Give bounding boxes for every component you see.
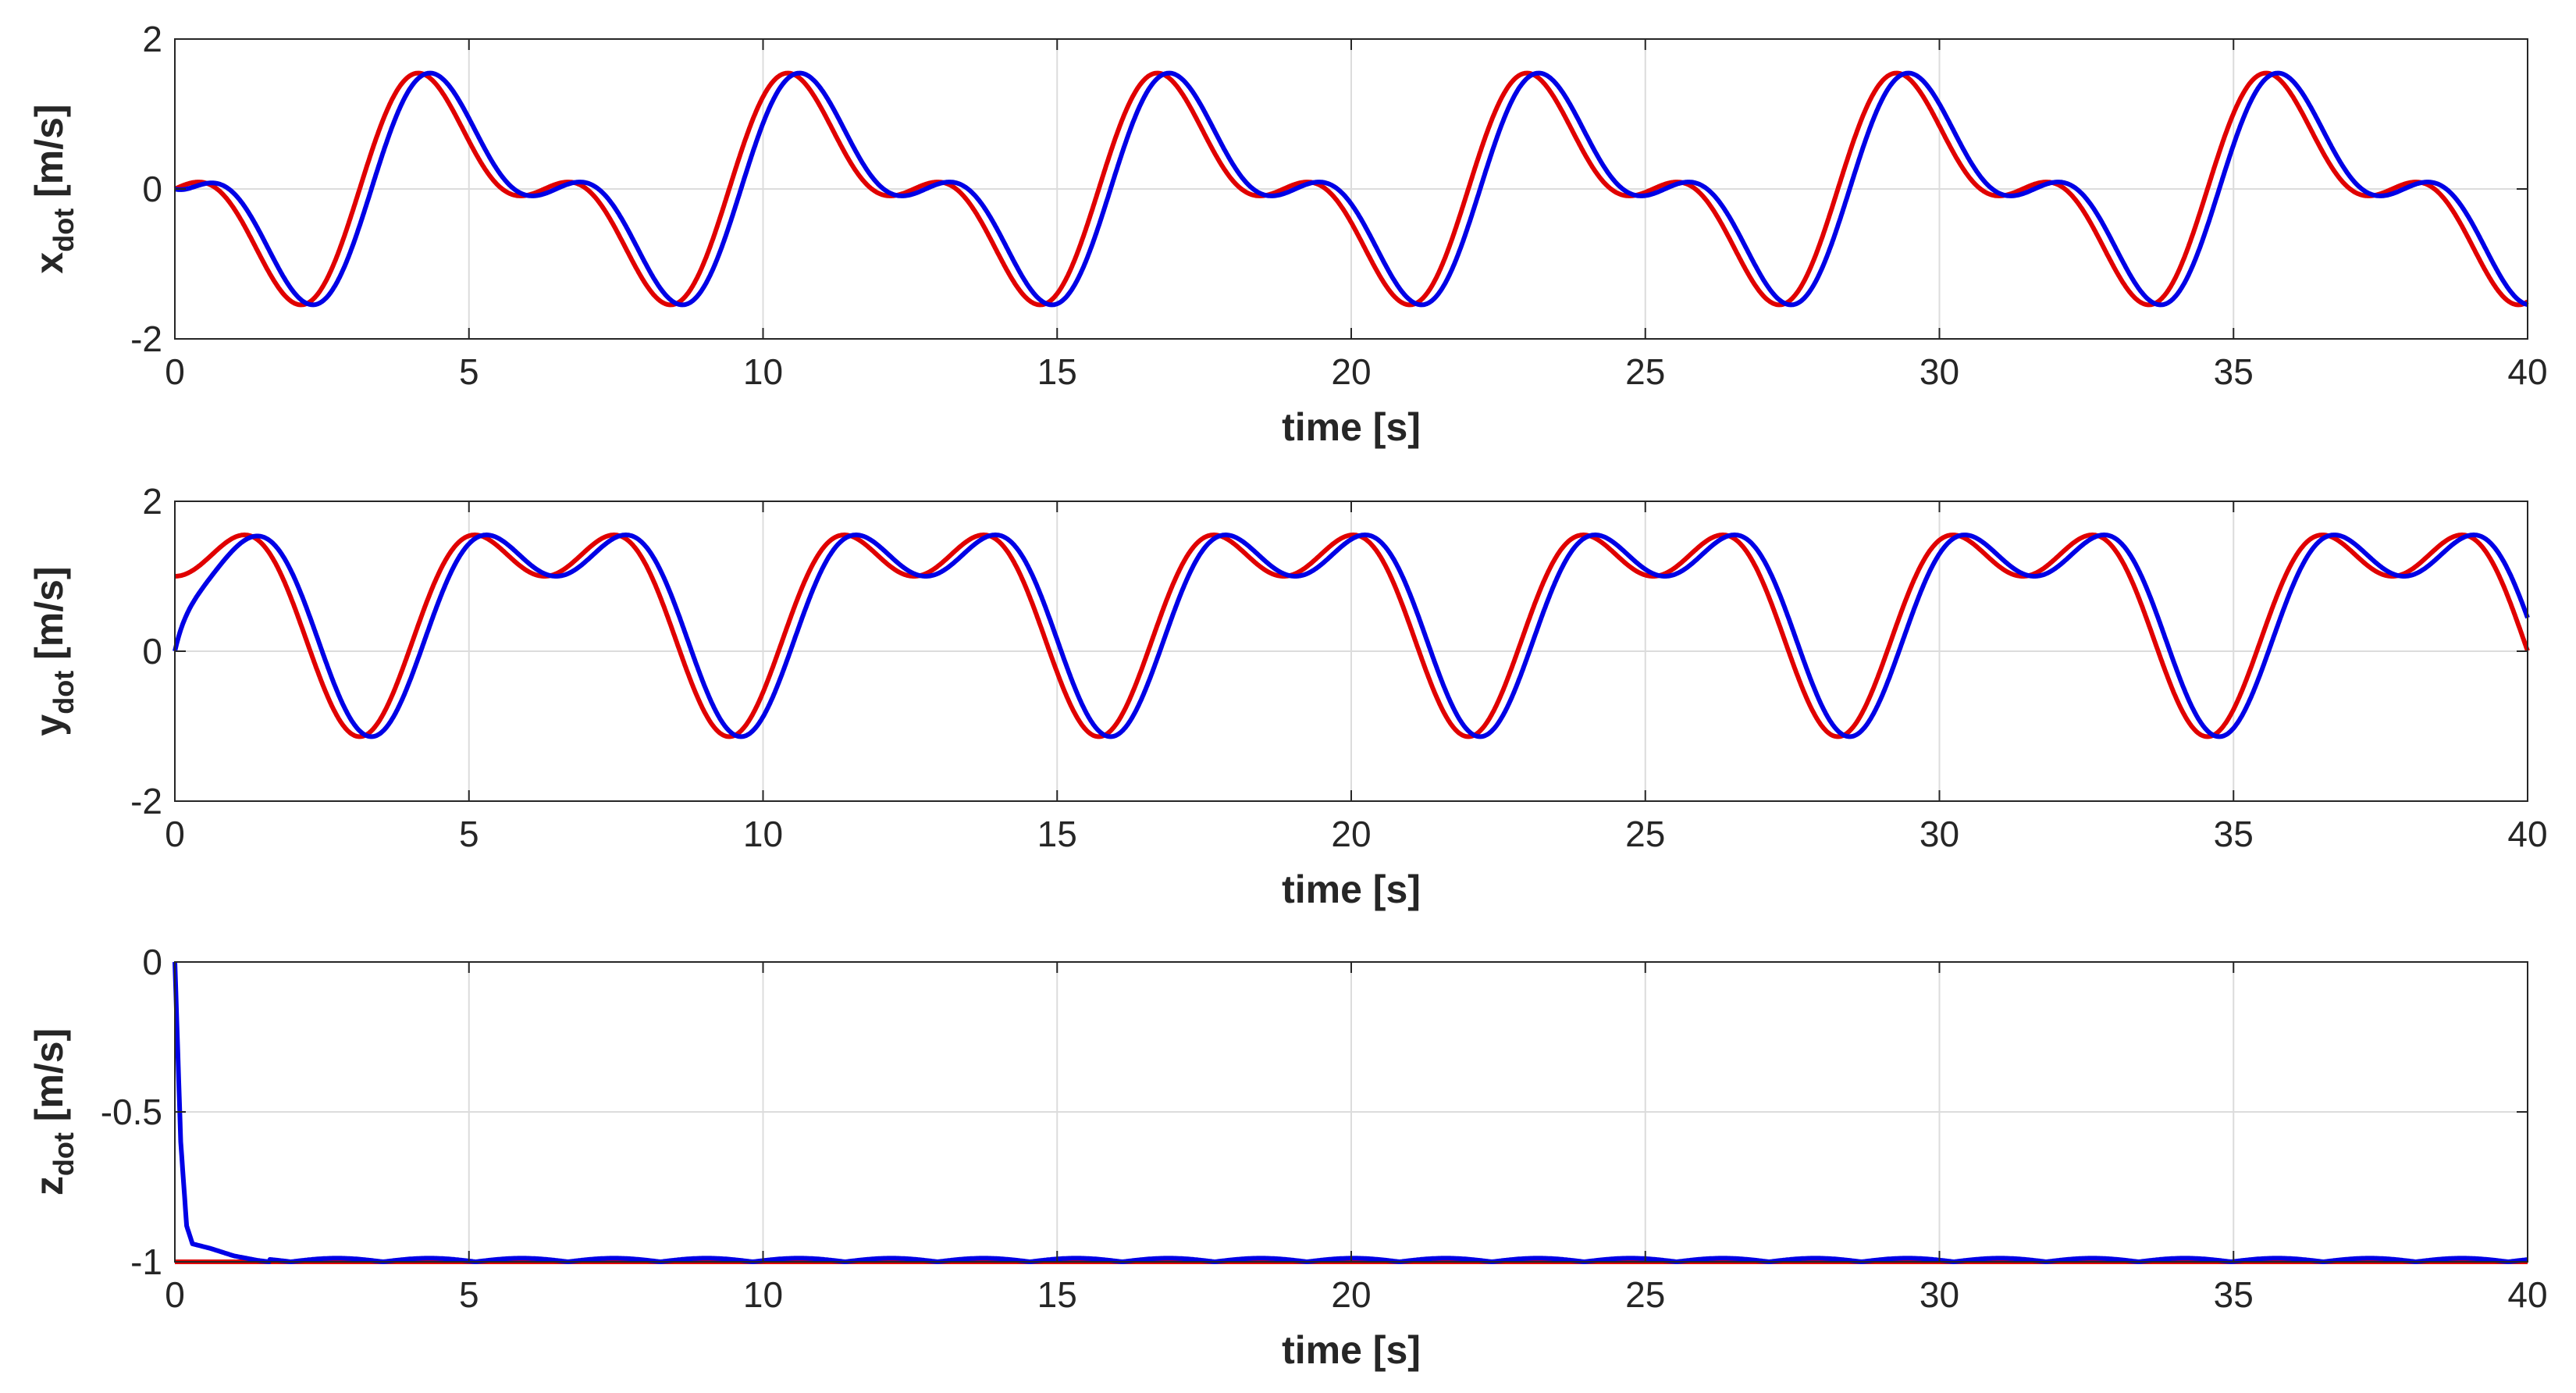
series-line-reference — [173, 70, 2529, 308]
ylabel-unit: [m/s] — [27, 104, 71, 208]
x-tick-label: 30 — [1920, 1274, 1959, 1315]
ylabel-unit: [m/s] — [27, 566, 71, 670]
x-tick-label: 0 — [165, 814, 185, 854]
ylabel-sub: dot — [48, 1132, 80, 1176]
y-tick-label: 2 — [142, 481, 162, 522]
y-tick-label: -1 — [130, 1242, 162, 1282]
ticks-x-dot: 0 5 10 15 20 25 30 35 40-202 — [130, 19, 2547, 392]
grid-y-dot — [174, 501, 2528, 802]
x-tick-label: 35 — [2214, 814, 2254, 854]
x-tick-label: 10 — [743, 1274, 783, 1315]
series-y-dot — [173, 533, 2530, 739]
ylabel-sub: dot — [48, 208, 80, 252]
y-tick-label: 0 — [142, 631, 162, 672]
x-tick-label: 15 — [1037, 814, 1077, 854]
grid-z-dot — [174, 961, 2528, 1263]
series-line-actual — [173, 70, 2529, 308]
y-tick-label: 0 — [142, 942, 162, 982]
x-tick-label: 20 — [1331, 351, 1371, 392]
x-tick-label: 35 — [2214, 1274, 2254, 1315]
x-tick-label: 30 — [1920, 814, 1959, 854]
x-tick-label: 25 — [1625, 351, 1665, 392]
ylabel-sub: dot — [48, 671, 80, 714]
x-tick-label: 25 — [1625, 814, 1665, 854]
x-tick-label: 5 — [459, 351, 479, 392]
series-line-actual — [173, 533, 2530, 739]
ylabel-main: x — [27, 252, 71, 274]
series-x-dot — [173, 70, 2529, 308]
y-tick-label: -2 — [130, 319, 162, 359]
x-tick-label: 5 — [459, 1274, 479, 1315]
x-tick-label: 20 — [1331, 1274, 1371, 1315]
x-tick-label: 0 — [165, 1274, 185, 1315]
ylabel-unit: [m/s] — [27, 1028, 71, 1132]
subplot-x-dot: 0 5 10 15 20 25 30 35 40-202 time [s] xdot [m/s] — [27, 19, 2548, 449]
y-tick-label: 0 — [142, 169, 162, 209]
x-tick-label: 40 — [2507, 814, 2547, 854]
ticks-z-dot: 0 5 10 15 20 25 30 35 40 -1 -0.5 0 — [101, 942, 2548, 1315]
x-tick-label: 5 — [459, 814, 479, 854]
series-line-reference — [173, 533, 2530, 739]
y-tick-label: -0.5 — [101, 1092, 162, 1132]
ylabel-z-dot: zdot [m/s] — [27, 1028, 80, 1195]
ylabel-main: y — [27, 714, 71, 736]
xlabel-z-dot: time [s] — [1282, 1328, 1421, 1372]
ylabel-x-dot: xdot [m/s] — [27, 104, 80, 273]
subplot-z-dot: 0 5 10 15 20 25 30 35 40 -1 -0.5 0 time [s] zdot [m… — [27, 942, 2548, 1372]
y-tick-label: -2 — [130, 781, 162, 821]
x-tick-label: 40 — [2507, 1274, 2547, 1315]
x-tick-label: 40 — [2507, 351, 2547, 392]
x-tick-label: 10 — [743, 351, 783, 392]
xlabel-x-dot: time [s] — [1282, 405, 1421, 449]
x-tick-label: 30 — [1920, 351, 1959, 392]
x-tick-label: 15 — [1037, 351, 1077, 392]
x-tick-label: 20 — [1331, 814, 1371, 854]
x-tick-label: 35 — [2214, 351, 2254, 392]
subplot-y-dot: 0 5 10 15 20 25 30 35 40-202 time [s] ydot [m/s] — [27, 481, 2548, 911]
x-tick-label: 10 — [743, 814, 783, 854]
x-tick-label: 15 — [1037, 1274, 1077, 1315]
x-tick-label: 0 — [165, 351, 185, 392]
y-tick-label: 2 — [142, 19, 162, 59]
x-tick-label: 25 — [1625, 1274, 1665, 1315]
ticks-y-dot: 0 5 10 15 20 25 30 35 40-202 — [130, 481, 2547, 854]
ylabel-main: z — [27, 1176, 71, 1195]
ylabel-y-dot: ydot [m/s] — [27, 566, 80, 736]
xlabel-y-dot: time [s] — [1282, 868, 1421, 911]
